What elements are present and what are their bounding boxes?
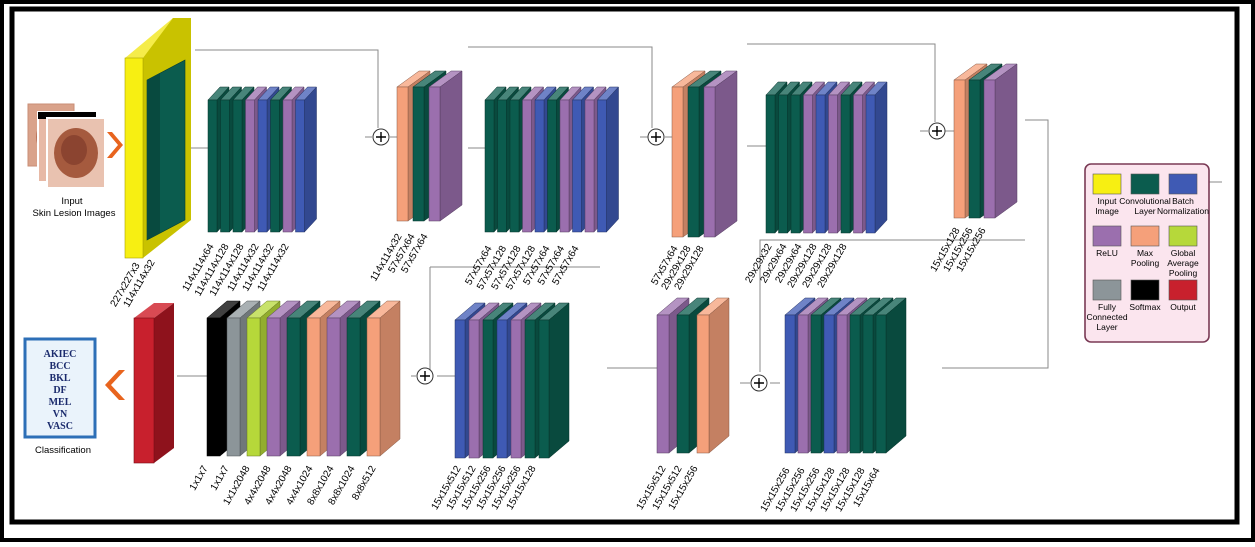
class-label: BKL: [49, 373, 70, 384]
layer-block: [865, 81, 888, 234]
legend-items: InputImageConvolutionalLayerBatchNormali…: [1086, 173, 1209, 332]
layer-block: [703, 70, 738, 238]
layer-group: [484, 86, 620, 233]
legend-swatch: [1168, 279, 1198, 301]
layer-group: [656, 297, 730, 454]
layer-group: [765, 81, 888, 234]
legend-label: Max: [1137, 248, 1154, 258]
layer-block: [538, 302, 570, 459]
connection-lines: [177, 43, 1222, 384]
legend-swatch: [1168, 225, 1198, 247]
class-label: AKIEC: [44, 349, 77, 360]
add-node-4: [750, 374, 768, 392]
legend-swatch: [1168, 173, 1198, 195]
layer-block: [366, 300, 401, 457]
legend-label: Connected: [1086, 312, 1127, 322]
input-subtitle: Skin Lesion Images: [33, 208, 116, 219]
legend-swatch: [1130, 173, 1160, 195]
layer-group: [396, 70, 463, 222]
legend-label: Batch: [1172, 196, 1194, 206]
legend-swatch: [1092, 279, 1122, 301]
legend-item: Output: [1168, 279, 1198, 312]
adder-nodes: [372, 122, 946, 392]
legend-label: Pooling: [1169, 268, 1198, 278]
layer-group: [671, 70, 738, 238]
input-title: Input: [61, 196, 82, 207]
legend-item: Softmax: [1129, 279, 1161, 312]
legend-label: ReLU: [1096, 248, 1118, 258]
legend-label: Average: [1167, 258, 1199, 268]
layer-group: [454, 302, 570, 459]
layer-group: [784, 297, 907, 454]
add-node-5: [416, 367, 434, 385]
legend-label: Fully: [1098, 302, 1117, 312]
legend-label: Global: [1171, 248, 1196, 258]
layer-block: [428, 70, 463, 222]
layer-block: [294, 86, 318, 233]
layer-group: [206, 300, 401, 457]
output-layer-block: [133, 303, 174, 464]
layer-group: [207, 86, 318, 233]
class-label: VASC: [47, 421, 73, 432]
legend-item: ReLU: [1092, 225, 1122, 258]
legend-label: Layer: [1134, 206, 1155, 216]
legend-swatch: [1130, 225, 1160, 247]
layer-block: [983, 63, 1018, 219]
input-block: [124, 18, 191, 259]
legend-label: Pooling: [1131, 258, 1160, 268]
layer-block: [875, 297, 907, 454]
legend-label: Convolutional: [1119, 196, 1171, 206]
legend-label: Output: [1170, 302, 1196, 312]
input-chevron-icon: [107, 132, 123, 158]
layer-block: [596, 86, 620, 233]
layer-blocks: [206, 63, 1018, 459]
legend-label: Normalization: [1157, 206, 1209, 216]
legend-label: Image: [1095, 206, 1119, 216]
class-label: VN: [53, 409, 68, 420]
legend-label: Layer: [1096, 322, 1117, 332]
layer-block: [696, 297, 730, 454]
legend-swatch: [1092, 173, 1122, 195]
input-images: [27, 103, 106, 189]
output-chevron-icon: [105, 370, 125, 400]
add-node-2: [647, 128, 665, 146]
class-label: MEL: [49, 397, 72, 408]
legend-swatch: [1130, 279, 1160, 301]
classification-label: Classification: [35, 445, 91, 456]
layer-group: [953, 63, 1018, 219]
add-node-1: [372, 128, 390, 146]
class-label: BCC: [49, 361, 70, 372]
legend-label: Softmax: [1129, 302, 1161, 312]
legend-swatch: [1092, 225, 1122, 247]
add-node-3: [928, 122, 946, 140]
legend-label: Input: [1098, 196, 1118, 206]
class-label: DF: [53, 385, 66, 396]
classification-box: AKIEC BCC BKL DF MEL VN VASC: [23, 337, 97, 439]
